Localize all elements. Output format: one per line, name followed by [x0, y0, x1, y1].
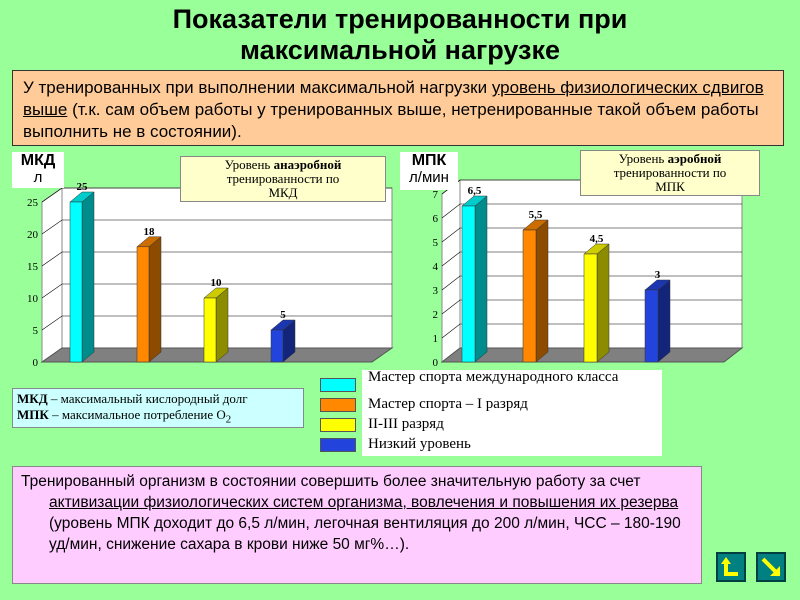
mkd-data-label: 10 — [211, 277, 223, 289]
aerobic-note-line3: МПК — [655, 179, 685, 194]
mkd-ytick-label: 20 — [27, 229, 39, 241]
mkd-data-label: 5 — [280, 309, 286, 321]
legend-label-4: Низкий уровень — [368, 436, 471, 452]
mkd-bar — [69, 201, 83, 363]
mpk-unit-label: МПК л/мин — [400, 152, 458, 190]
page-title: Показатели тренированности при максималь… — [0, 4, 800, 66]
chart-legend: Мастер спорта международного класса Маст… — [320, 369, 664, 458]
mpk-bar — [461, 205, 476, 363]
mpk-data-label: 6,5 — [468, 185, 482, 197]
mkd-bar-side — [215, 287, 229, 363]
mkd-ytick-label: 0 — [33, 357, 39, 369]
mpk-data-label: 4,5 — [590, 233, 604, 245]
mpk-bar-side — [535, 219, 549, 363]
legend-swatch-1 — [320, 378, 356, 392]
bottom-text-part1: Тренированный организм в состоянии совер… — [21, 473, 641, 490]
mpk-abbr: МПК — [17, 407, 49, 422]
aerobic-note: Уровень аэробной тренированности по МПК — [580, 150, 760, 196]
mkd-gridline — [41, 219, 392, 235]
mpk-ytick-label: 0 — [433, 357, 439, 368]
legend-label-3: II-III разряд — [368, 416, 444, 432]
mpk-ytick-label: 3 — [433, 285, 439, 297]
mpk-bar-side — [474, 195, 488, 363]
mkd-abbr: МКД — [17, 391, 48, 406]
mpk-ytick-label: 1 — [433, 333, 439, 345]
mpk-unit: л/мин — [409, 169, 449, 186]
mpk-unit-abbr: МПК — [411, 152, 447, 169]
mpk-subscript: 2 — [225, 413, 232, 426]
mkd-bar — [203, 297, 217, 363]
anaerobic-note-line2: тренированности по — [226, 171, 340, 186]
aerobic-note-line2: тренированности по — [613, 165, 727, 180]
legend-swatch-3 — [320, 418, 356, 432]
mkd-bar — [270, 329, 284, 363]
mpk-ytick-label: 2 — [433, 309, 439, 321]
mpk-gridline — [441, 251, 742, 267]
abbreviation-definitions: МКД – максимальный кислородный долг МПК … — [12, 388, 304, 428]
anaerobic-note-prefix: Уровень — [224, 157, 274, 172]
mkd-ytick-label: 10 — [27, 293, 39, 305]
aerobic-note-bold: аэробной — [667, 151, 722, 166]
bottom-text-box: Тренированный организм в состоянии совер… — [12, 466, 702, 584]
mpk-data-label: 5,5 — [529, 209, 543, 221]
mkd-bar-side — [148, 236, 162, 363]
mpk-definition: МПК – максимальное потребление О2 — [17, 407, 299, 428]
mpk-text: – максимальное потребление О — [48, 407, 226, 422]
mkd-ytick-label: 25 — [27, 197, 39, 209]
mkd-gridline — [41, 283, 392, 299]
mkd-unit-label: МКД л — [12, 152, 64, 188]
mkd-unit: л — [33, 169, 43, 186]
bottom-text-part2: (уровень МПК доходит до 6,5 л/мин, легоч… — [49, 515, 681, 553]
anaerobic-note-bold: анаэробной — [273, 157, 342, 172]
mkd-gridline — [41, 315, 392, 331]
mpk-gridline — [441, 203, 742, 219]
mpk-side-wall — [441, 178, 461, 364]
mpk-bar — [522, 229, 537, 363]
title-line-2: максимальной нагрузке — [239, 35, 560, 65]
mkd-ytick-label: 15 — [27, 261, 39, 273]
return-button[interactable] — [716, 552, 746, 582]
aerobic-note-prefix: Уровень — [618, 151, 668, 166]
mpk-data-label: 3 — [655, 269, 661, 281]
mkd-data-label: 18 — [144, 226, 156, 238]
mpk-ytick-label: 5 — [433, 237, 439, 249]
mkd-gridline — [41, 251, 392, 267]
return-arrow-icon — [721, 557, 738, 576]
next-arrow-icon — [761, 557, 781, 577]
legend-swatch-4 — [320, 438, 356, 452]
bottom-text: Тренированный организм в состоянии совер… — [21, 471, 693, 555]
mkd-definition: МКД – максимальный кислородный долг — [17, 391, 299, 407]
anaerobic-note-line3: МКД — [268, 185, 298, 200]
mpk-ytick-label: 6 — [433, 213, 439, 225]
top-text-part2: (т.к. сам объем работы у тренированных в… — [23, 100, 759, 141]
mkd-side-wall — [41, 187, 63, 363]
mpk-ytick-label: 7 — [433, 189, 439, 201]
mpk-ytick-label: 4 — [433, 261, 439, 273]
legend-swatch-2 — [320, 398, 356, 412]
mkd-bar-side — [81, 191, 95, 363]
mpk-bar — [644, 289, 659, 363]
mpk-bar — [583, 253, 598, 363]
anaerobic-note: Уровень анаэробной тренированности по МК… — [180, 156, 386, 202]
mpk-chart: 0 1 2 3 4 5 6 7 6,5 5,5 4,5 3 — [433, 178, 744, 368]
title-line-1: Показатели тренированности при — [172, 4, 628, 34]
top-text-box: У тренированных при выполнении максималь… — [12, 70, 784, 146]
legend-background — [362, 370, 662, 456]
mkd-text: – максимальный кислородный долг — [47, 391, 248, 406]
mkd-unit-abbr: МКД — [20, 152, 56, 169]
next-button[interactable] — [756, 552, 786, 582]
bottom-text-underlined: активизации физиологических систем орган… — [49, 494, 679, 511]
mkd-data-label: 25 — [77, 181, 89, 193]
legend-label-1: Мастер спорта международного класса — [368, 369, 619, 385]
legend-label-2: Мастер спорта – I разряд — [368, 396, 528, 412]
mkd-ytick-label: 5 — [33, 325, 39, 337]
mpk-gridline — [441, 227, 742, 243]
mkd-bar — [136, 246, 150, 363]
top-text-underlined: уровень физиологических сдвигов выше — [23, 78, 764, 119]
mpk-bar-side — [657, 279, 671, 363]
mpk-gridline — [441, 275, 742, 291]
mpk-bar-side — [596, 243, 610, 363]
top-text-part1: У тренированных при выполнении максималь… — [23, 78, 492, 97]
